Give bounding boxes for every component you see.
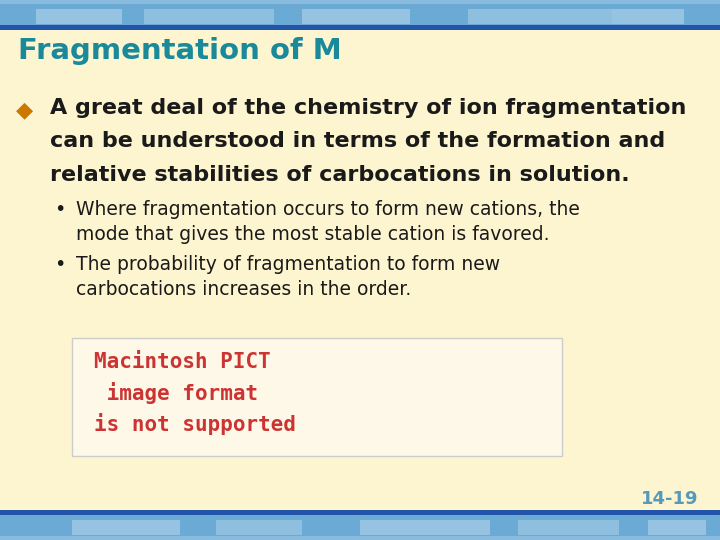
- Bar: [518, 519, 619, 535]
- Bar: [612, 10, 684, 24]
- Text: is not supported: is not supported: [94, 413, 296, 435]
- Text: relative stabilities of carbocations in solution.: relative stabilities of carbocations in …: [50, 165, 630, 185]
- Text: Where fragmentation occurs to form new cations, the: Where fragmentation occurs to form new c…: [76, 200, 580, 219]
- Bar: [0, 0, 720, 4]
- Bar: [0, 536, 720, 540]
- Bar: [144, 10, 274, 24]
- Bar: [302, 10, 410, 24]
- Text: The probability of fragmentation to form new: The probability of fragmentation to form…: [76, 255, 500, 274]
- Text: carbocations increases in the order.: carbocations increases in the order.: [76, 280, 411, 300]
- Bar: [36, 10, 122, 24]
- Text: Macintosh PICT: Macintosh PICT: [94, 352, 270, 372]
- Text: •: •: [54, 255, 66, 274]
- Bar: [216, 519, 302, 535]
- Bar: [648, 519, 706, 535]
- Text: 14-19: 14-19: [641, 490, 698, 509]
- Bar: [0, 510, 720, 515]
- Text: can be understood in terms of the formation and: can be understood in terms of the format…: [50, 131, 666, 152]
- Bar: [468, 10, 612, 24]
- Text: image format: image format: [94, 382, 258, 403]
- Text: Fragmentation of M: Fragmentation of M: [18, 37, 342, 65]
- Text: •: •: [54, 200, 66, 219]
- Bar: [72, 338, 562, 456]
- Text: ◆: ◆: [16, 100, 33, 121]
- Text: A great deal of the chemistry of ion fragmentation: A great deal of the chemistry of ion fra…: [50, 98, 687, 118]
- Bar: [0, 25, 720, 30]
- Bar: [72, 519, 180, 535]
- Text: mode that gives the most stable cation is favored.: mode that gives the most stable cation i…: [76, 225, 549, 245]
- Bar: [0, 0, 720, 30]
- Bar: [0, 510, 720, 540]
- Bar: [360, 519, 490, 535]
